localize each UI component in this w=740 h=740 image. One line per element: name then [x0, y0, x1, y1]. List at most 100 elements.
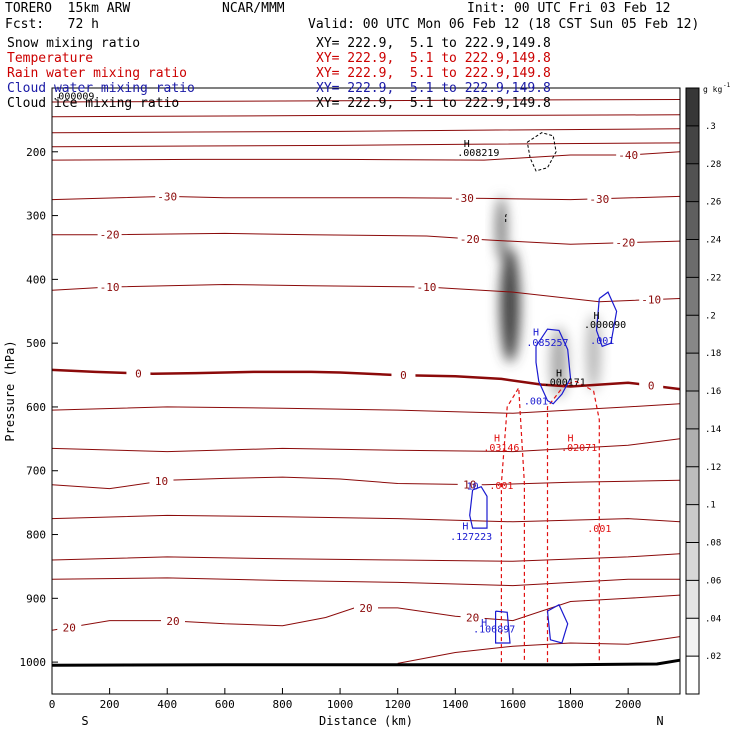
colorbar-label: .18 [705, 349, 721, 359]
field-cloud-water-label: Cloud water mixing ratio [7, 81, 195, 96]
cloud-ice-label: .008219 [457, 148, 499, 159]
temperature-label-bg [616, 148, 641, 161]
temperature-contour-3 [52, 142, 680, 148]
temperature-contour-13 [52, 553, 680, 562]
temperature-contour-label: 20 [359, 602, 372, 615]
temperature-contour-label: 0 [648, 380, 655, 393]
cloud-ice-contour-0 [526, 132, 557, 172]
temperature-contour-7 [52, 283, 680, 303]
colorbar-segment [686, 277, 699, 316]
x-tick-label: 1200 [384, 698, 411, 711]
y-tick-label: 700 [26, 465, 46, 478]
temperature-contour-11 [52, 476, 680, 490]
colorbar-label: .22 [705, 273, 721, 283]
colorbar-segment [686, 315, 699, 354]
y-tick-label: 500 [26, 337, 46, 350]
colorbar-label: .26 [705, 198, 721, 208]
cloud-water-contour-1 [535, 328, 572, 405]
init-time: Init: 00 UTC Fri 03 Feb 12 [467, 1, 671, 16]
colorbar-unit-exponent: -1 [723, 82, 731, 89]
temperature-label-bg [126, 367, 151, 380]
cloud-water-contour-3 [495, 610, 511, 644]
rain-water-high: H [568, 434, 574, 445]
temperature-label-bg [414, 281, 439, 294]
colorbar-label: .14 [705, 425, 721, 435]
temperature-label-bg [587, 192, 612, 205]
temperature-label-bg [57, 621, 82, 634]
cloud-water-high: H [462, 522, 468, 533]
x-tick-label: 2000 [615, 698, 642, 711]
temperature-contour-label: -10 [417, 281, 437, 294]
colorbar-label: .02 [705, 652, 721, 662]
x-tick-label: 0 [49, 698, 56, 711]
colorbar-label: .12 [705, 463, 721, 473]
temperature-label-bg [460, 611, 485, 624]
x-tick-label: 1800 [557, 698, 584, 711]
snow-blob-2 [550, 327, 568, 398]
temperature-contour-label: 0 [135, 367, 142, 380]
colorbar-segment [686, 466, 699, 506]
cloud-water-label: .001 [524, 397, 548, 408]
y-tick-label: 900 [26, 592, 46, 605]
temperature-label-bg [639, 379, 664, 392]
temperature-contour-label: -30 [589, 193, 609, 206]
cloud-water-high: H [481, 618, 487, 629]
colorbar-label: .3 [705, 122, 716, 132]
temperature-contour-label: 20 [63, 621, 76, 634]
temperature-contour-label: -10 [641, 294, 661, 307]
snow-blob-0 [499, 247, 521, 363]
temperature-contour-label: 20 [166, 615, 179, 628]
y-tick-label: 400 [26, 273, 46, 286]
colorbar-segment [686, 504, 699, 543]
colorbar-segment [686, 88, 699, 127]
temperature-contour-10 [52, 438, 680, 453]
temperature-contour-label: -30 [157, 190, 177, 203]
field-snow-xsect: XY= 222.9, 5.1 to 222.9,149.8 [316, 36, 551, 51]
cloud-water-contours: .127223 .085257 .001 .001 .106897 10 H H H [450, 291, 618, 644]
cloud-ice-label: .000009 [52, 92, 94, 103]
field-rain-label: Rain water mixing ratio [7, 66, 188, 81]
colorbar-segment [686, 163, 699, 203]
temperature-label-bg [97, 228, 122, 241]
snow-mixing-ratio-shading [495, 196, 601, 398]
temperature-contour-label: 20 [466, 612, 479, 625]
colorbar: .02 .04 .06 .08 .1 .12 .14 .16 .18 .2 .22 .24 .26 .28… [685, 82, 731, 695]
temperature-contour-14 [52, 577, 680, 587]
cloud-ice-contours: .008219 .000090 .000171 .000009 H H H [52, 92, 626, 389]
north-end-label: N [656, 714, 663, 728]
rain-water-contour-1 [546, 380, 600, 663]
cloud-water-label: .106897 [473, 624, 515, 635]
x-tick-label: 800 [273, 698, 293, 711]
temperature-contour-1 [52, 114, 680, 118]
x-tick-label: 1000 [327, 698, 354, 711]
temperature-label-bg [457, 232, 482, 245]
x-tick-label: 400 [157, 698, 177, 711]
cloud-ice-high: H [593, 311, 599, 322]
temperature-contours: -40 -30 -30 -30 -20 -20 -20 -10 -10 -10 0 0 0 10 10 20 2… [52, 99, 680, 664]
colorbar-segment [686, 125, 699, 165]
cloud-water-label: .001 [590, 336, 614, 347]
field-temperature-xsect: XY= 222.9, 5.1 to 222.9,149.8 [316, 51, 551, 66]
temperature-contour-12 [52, 514, 680, 523]
temperature-contour-0 [52, 99, 680, 103]
colorbar-segment [686, 201, 699, 240]
snow-blob-1 [495, 196, 508, 261]
cloud-water-contour-2 [595, 291, 618, 348]
cloud-water-label: 10 [467, 481, 479, 492]
field-cloud-water-xsect: XY= 222.9, 5.1 to 222.9,149.8 [316, 81, 551, 96]
colorbar-segment [686, 391, 699, 430]
temperature-contour-label: 0 [400, 369, 407, 382]
center-title: NCAR/MMM [222, 1, 285, 16]
model-title: TORERO 15km ARW [5, 1, 131, 16]
field-cloud-ice-xsect: XY= 222.9, 5.1 to 222.9,149.8 [316, 96, 551, 111]
colorbar-unit: g kg [703, 85, 722, 94]
cloud-water-label: .127223 [450, 532, 492, 543]
colorbar-label: .16 [705, 387, 721, 397]
x-tick-label: 1600 [500, 698, 527, 711]
rain-water-contour-0 [500, 385, 525, 663]
temperature-label-bg [613, 236, 638, 249]
temperature-contour-label: -10 [100, 281, 120, 294]
x-tick-label: 1400 [442, 698, 469, 711]
colorbar-label: .06 [705, 576, 721, 586]
